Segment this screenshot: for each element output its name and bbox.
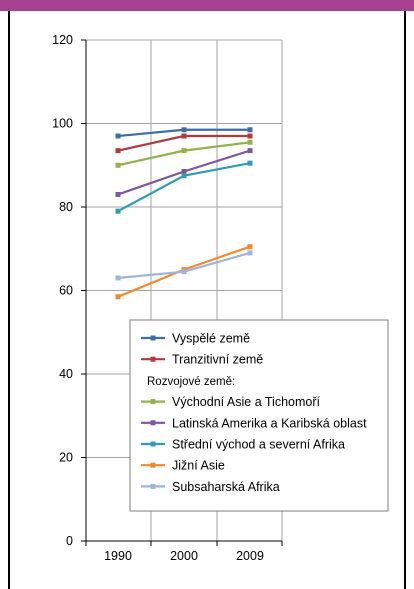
data-point	[247, 160, 253, 166]
data-point	[247, 244, 253, 250]
legend-entry-label: Latinská Amerika a Karibská oblast	[172, 416, 367, 430]
y-tick-label: 60	[59, 284, 73, 298]
header-color-band	[0, 0, 414, 11]
x-tick-label: 2009	[236, 549, 264, 563]
legend-entry-label: Jižní Asie	[172, 459, 225, 473]
legend-swatch-marker	[150, 441, 156, 447]
legend-entry-label: Vyspělé země	[172, 332, 250, 346]
data-point	[181, 169, 187, 175]
data-point	[181, 133, 187, 139]
y-tick-label: 20	[59, 451, 73, 465]
y-tick-label: 100	[52, 117, 73, 131]
data-point	[181, 148, 187, 154]
x-tick-label: 1990	[104, 549, 132, 563]
legend-swatch-marker	[150, 420, 156, 426]
y-tick-label: 80	[59, 200, 73, 214]
data-point	[115, 294, 121, 300]
data-point	[181, 173, 187, 179]
legend-group-label: Rozvojové země:	[147, 376, 235, 388]
data-point	[115, 133, 121, 139]
y-tick-label: 0	[66, 534, 73, 548]
x-tick-label: 2000	[170, 549, 198, 563]
y-tick-labels: 0 20 40 60 80 100 120	[52, 33, 73, 548]
data-point	[247, 127, 253, 133]
legend-swatch-marker	[150, 335, 156, 341]
legend-swatch-marker	[150, 356, 156, 362]
axes	[81, 39, 283, 546]
data-point	[115, 275, 121, 281]
legend-box	[129, 319, 389, 512]
x-tick-labels: 1990 2000 2009	[104, 549, 264, 563]
series-line-6	[117, 251, 251, 280]
legend-entry-label: Tranzitivní země	[172, 353, 263, 367]
legend-swatch-marker	[150, 399, 156, 405]
data-point	[115, 208, 121, 214]
data-point	[247, 148, 253, 154]
data-point	[247, 139, 253, 145]
legend-entry-label: Východní Asie a Tichomoří	[172, 395, 321, 409]
page-frame	[8, 11, 406, 589]
legend-entry-label: Subsaharská Afrika	[172, 480, 280, 494]
legend-swatch-marker	[150, 462, 156, 468]
data-point	[115, 191, 121, 197]
data-point	[115, 162, 121, 168]
data-point	[247, 133, 253, 139]
data-point	[181, 127, 187, 133]
data-point	[247, 250, 253, 256]
legend-swatch-marker	[150, 483, 156, 489]
data-point	[181, 269, 187, 275]
legend: Vyspělé země Tranzitivní země Rozvojové ze…	[129, 319, 389, 512]
y-tick-label: 40	[59, 367, 73, 381]
series-lines	[115, 127, 253, 300]
legend-entry-label: Střední východ a severní Afrika	[172, 438, 345, 452]
data-point	[115, 148, 121, 154]
y-tick-label: 120	[52, 33, 73, 47]
